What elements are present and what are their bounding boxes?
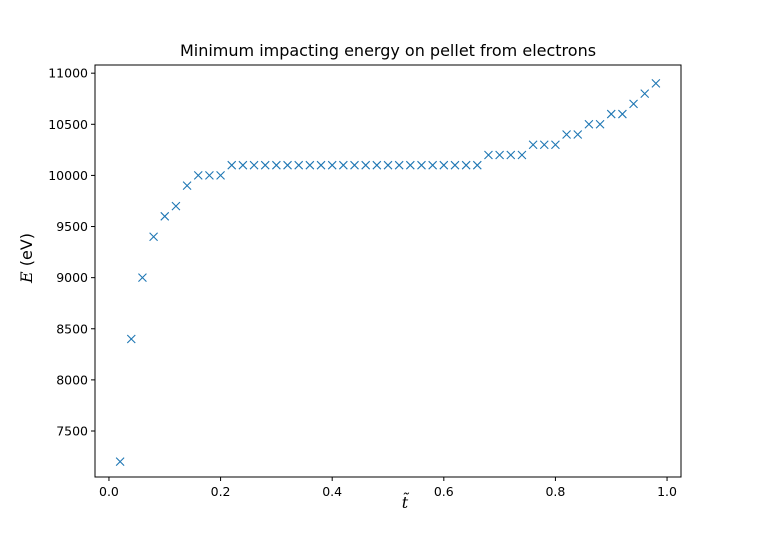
data-point — [584, 119, 594, 129]
data-point — [528, 140, 538, 150]
x-tick-label: 0.8 — [545, 484, 565, 499]
x-tick-label: 0.6 — [434, 484, 454, 499]
data-point — [305, 160, 315, 170]
y-tick-label: 8500 — [56, 321, 88, 336]
x-axis-label: t̃ — [402, 492, 410, 512]
data-point — [439, 160, 449, 170]
data-point — [350, 160, 359, 170]
data-point — [595, 119, 605, 129]
data-point — [171, 201, 181, 211]
data-point — [405, 160, 415, 170]
y-tick-label: 8000 — [56, 372, 88, 387]
data-point — [205, 171, 214, 180]
data-points — [115, 79, 661, 467]
data-point — [472, 160, 482, 170]
data-point — [361, 160, 371, 170]
data-point — [294, 160, 304, 170]
data-point — [539, 140, 549, 150]
data-point — [618, 109, 627, 119]
data-point — [260, 160, 270, 170]
data-point — [383, 160, 393, 170]
x-tick-label: 0.2 — [211, 484, 231, 499]
data-point — [126, 334, 136, 344]
y-axis-label-unit: (eV) — [17, 233, 36, 271]
x-axis-ticks: 0.0 0.2 0.4 0.6 0.8 1.0 — [99, 477, 677, 499]
data-point — [551, 140, 560, 150]
data-point — [428, 160, 438, 170]
y-axis-label: E (eV) — [17, 233, 36, 284]
data-point — [629, 99, 638, 109]
data-point — [249, 160, 259, 170]
data-point — [495, 150, 505, 160]
data-point — [651, 79, 661, 88]
data-point — [193, 171, 203, 180]
data-point — [182, 181, 192, 191]
data-point — [484, 150, 493, 160]
data-point — [160, 211, 170, 221]
y-axis-label-symbol: E — [17, 271, 36, 284]
data-point — [283, 160, 292, 170]
data-point — [149, 232, 158, 242]
y-tick-label: 9000 — [56, 270, 88, 285]
plot-frame — [94, 64, 682, 478]
data-point — [450, 160, 460, 170]
y-tick-label: 10500 — [48, 117, 88, 132]
data-point — [417, 160, 426, 170]
x-tick-label: 0.0 — [99, 484, 119, 499]
x-tick-label: 0.4 — [322, 484, 342, 499]
y-tick-label: 10000 — [48, 168, 88, 183]
data-point — [562, 130, 571, 139]
data-point — [216, 171, 225, 180]
data-point — [115, 457, 125, 467]
data-point — [316, 160, 326, 170]
data-point — [138, 273, 147, 283]
data-point — [372, 160, 382, 170]
chart-title: Minimum impacting energy on pellet from … — [180, 41, 596, 60]
data-point — [338, 160, 348, 170]
data-point — [517, 150, 527, 160]
y-tick-label: 7500 — [56, 423, 88, 438]
x-tick-label: 1.0 — [657, 484, 677, 499]
y-axis-ticks: 7500 8000 8500 9000 9500 10000 10500 11000 — [48, 66, 95, 438]
y-tick-label: 11000 — [48, 66, 88, 81]
y-tick-label: 9500 — [56, 219, 88, 234]
data-point — [227, 160, 237, 170]
data-point — [461, 160, 471, 170]
data-point — [573, 130, 583, 139]
data-point — [606, 109, 616, 119]
data-point — [271, 160, 281, 170]
data-point — [327, 160, 337, 170]
data-point — [506, 150, 516, 160]
data-point — [640, 89, 650, 99]
data-point — [238, 160, 248, 170]
data-point — [394, 160, 404, 170]
